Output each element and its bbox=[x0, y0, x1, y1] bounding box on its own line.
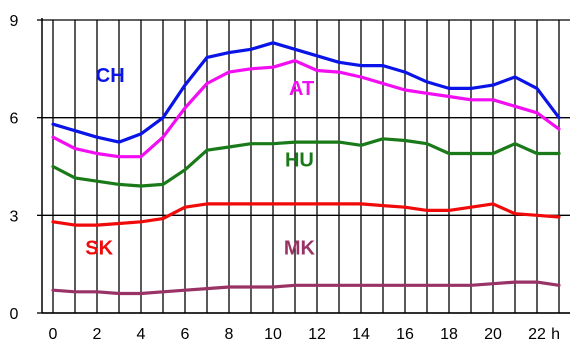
y-tick-label: 0 bbox=[10, 306, 19, 323]
series-line-at bbox=[51, 59, 561, 159]
series-label-ch: CH bbox=[96, 65, 125, 87]
x-tick-label: 8 bbox=[225, 326, 234, 343]
x-tick-label: 14 bbox=[352, 326, 370, 343]
y-tick-labels: 0 3 6 9 bbox=[10, 13, 42, 323]
y-tick-label: 9 bbox=[10, 13, 19, 30]
y-tick-label: 6 bbox=[10, 111, 19, 128]
x-tick-label: 16 bbox=[396, 326, 414, 343]
x-tick-label: 2 bbox=[93, 326, 102, 343]
x-tick-label: 18 bbox=[440, 326, 458, 343]
series-line-mk bbox=[51, 280, 561, 296]
x-tick-label: 0 bbox=[49, 326, 58, 343]
x-tick-labels: 0 2 4 6 8 10 12 14 16 18 20 22 bbox=[49, 326, 546, 343]
series-lines bbox=[51, 41, 561, 296]
x-tick-label: 20 bbox=[484, 326, 502, 343]
x-tick-label: 22 bbox=[528, 326, 546, 343]
x-tick-label: 4 bbox=[137, 326, 146, 343]
axes bbox=[41, 18, 570, 314]
series-labels: CH AT HU SK MK bbox=[85, 65, 315, 260]
series-label-sk: SK bbox=[85, 237, 113, 259]
x-tick-label: 10 bbox=[264, 326, 282, 343]
x-tick-label: 12 bbox=[308, 326, 326, 343]
x-tick-label: 6 bbox=[181, 326, 190, 343]
series-line-ch bbox=[51, 41, 561, 144]
series-label-hu: HU bbox=[285, 150, 314, 172]
series-label-mk: MK bbox=[284, 237, 316, 259]
series-line-hu bbox=[51, 137, 561, 188]
series-label-at: AT bbox=[289, 78, 314, 100]
x-axis-unit-label: h bbox=[551, 326, 560, 343]
y-tick-label: 3 bbox=[10, 208, 19, 225]
series-line-sk bbox=[51, 202, 561, 227]
